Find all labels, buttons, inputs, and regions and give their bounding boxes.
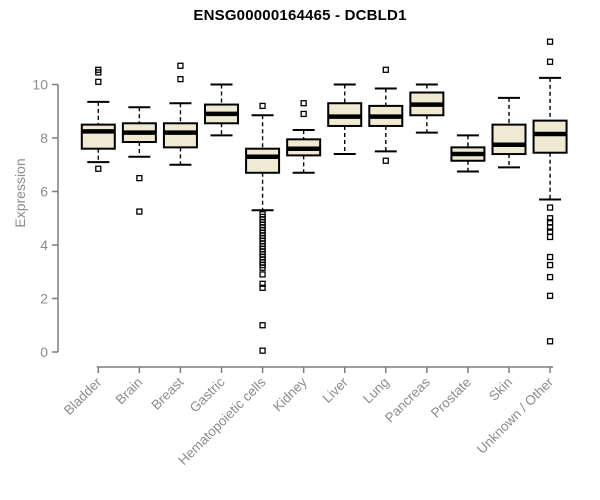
outlier-point [259, 322, 266, 329]
box-group-liver [327, 83, 363, 156]
iqr-box [532, 119, 568, 154]
y-axis: 0 2 4 6 8 10 [32, 77, 59, 360]
outlier-point [259, 280, 266, 287]
outlier-point [546, 58, 554, 65]
outlier-point [136, 208, 143, 215]
outlier-point [546, 38, 554, 45]
iqr-box [80, 123, 116, 150]
x-category-label-bladder: Bladder [61, 374, 105, 418]
outlier-point [546, 215, 554, 222]
outlier-point [95, 165, 102, 172]
box-group-bladder [80, 66, 116, 172]
iqr-box [245, 147, 281, 174]
box-group-prostate [450, 134, 486, 173]
x-category-label-kidney: Kidney [270, 374, 310, 414]
outlier-point [95, 78, 102, 85]
outlier-point [382, 157, 389, 164]
outlier-point [546, 338, 554, 345]
y-tick-label: 2 [40, 291, 48, 307]
x-category-label-unknown-other: Unknown / Other [474, 374, 557, 457]
box-group-pancreas [409, 83, 445, 134]
x-category-label-breast: Breast [148, 374, 186, 412]
outlier-point [259, 264, 266, 271]
box-group-gastric [204, 83, 240, 137]
iqr-box [162, 122, 198, 149]
y-axis-title: Expression [12, 158, 28, 228]
outlier-point [546, 292, 554, 299]
box-group-lung [368, 66, 404, 164]
outlier-point [546, 273, 554, 281]
outlier-point [259, 271, 266, 278]
box-group-hematopoietic-cells [245, 102, 281, 354]
x-category-label-liver: Liver [320, 374, 352, 406]
iqr-box [491, 123, 527, 156]
y-tick-label: 10 [32, 77, 48, 93]
y-tick-label: 8 [40, 130, 48, 146]
y-tick-label: 4 [40, 237, 48, 253]
outlier-point [259, 102, 266, 110]
outlier-point [95, 69, 102, 76]
outlier-point [177, 76, 184, 83]
outlier-point [300, 100, 307, 107]
x-category-label-gastric: Gastric [187, 374, 228, 415]
outlier-point [546, 233, 554, 241]
outlier-point [300, 110, 307, 118]
x-category-label-pancreas: Pancreas [382, 374, 433, 425]
outlier-point [382, 66, 389, 73]
x-category-label-prostate: Prostate [428, 375, 474, 421]
outlier-point [177, 62, 184, 69]
outlier-point [546, 224, 554, 231]
x-category-label-lung: Lung [360, 375, 392, 407]
outlier-point [136, 174, 143, 182]
box-group-breast [162, 62, 198, 166]
y-tick-label: 0 [40, 344, 48, 360]
box-group-skin [491, 96, 527, 169]
chart-title: ENSG00000164465 - DCBLD1 [193, 7, 407, 24]
box-group-kidney [286, 100, 322, 174]
box-group-brain [121, 106, 157, 215]
outlier-point [546, 204, 554, 211]
outlier-point [546, 253, 554, 261]
outlier-point [259, 284, 266, 291]
outlier-point [546, 261, 554, 269]
box-group-unknown-other [532, 38, 568, 345]
x-category-label-brain: Brain [113, 375, 146, 408]
x-category-label-skin: Skin [486, 375, 515, 404]
outlier-point [259, 347, 266, 354]
y-tick-label: 6 [40, 184, 48, 200]
